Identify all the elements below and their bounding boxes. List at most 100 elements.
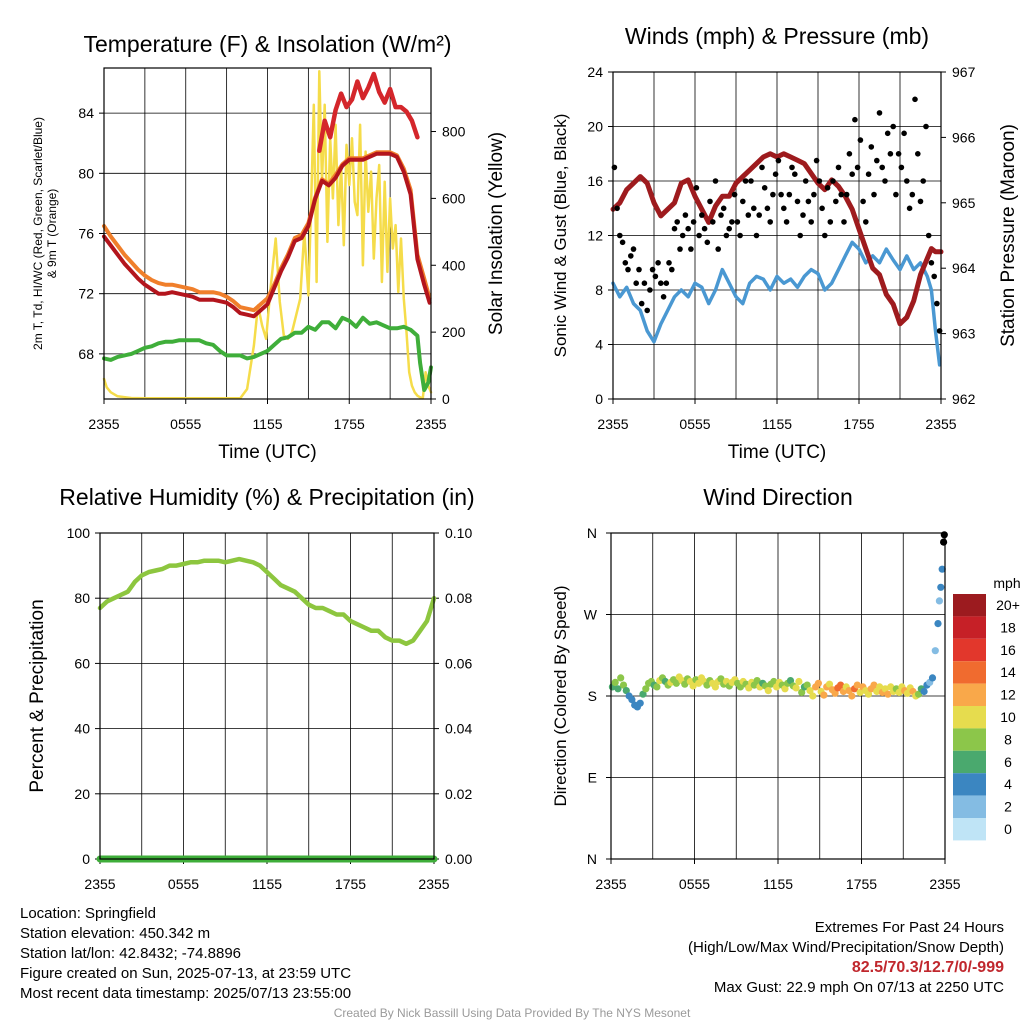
gust-point xyxy=(923,123,929,130)
gust-point xyxy=(718,212,724,218)
gust-point xyxy=(813,157,820,164)
y-tick-label: 60 xyxy=(74,655,90,671)
humidity-ylabel: Percent & Precipitation xyxy=(27,599,48,792)
gust-point xyxy=(617,232,623,239)
direction-point xyxy=(870,681,878,689)
direction-point xyxy=(938,565,946,573)
gust-point xyxy=(811,191,817,198)
extremes-values: 82.5/70.3/12.7/0/-999 xyxy=(851,959,1004,976)
pressure-line xyxy=(610,151,944,327)
x-tick-label: 2355 xyxy=(415,416,446,432)
gust-point xyxy=(636,266,642,273)
x-tick-label: 1155 xyxy=(762,416,792,432)
y-tick-label: 20 xyxy=(74,786,90,802)
gust-point xyxy=(679,232,686,239)
gust-point xyxy=(742,178,749,184)
temperature-line xyxy=(102,151,432,319)
colorbar-label: 14 xyxy=(1000,664,1016,680)
gust-point xyxy=(625,266,631,273)
direction-point xyxy=(920,687,928,696)
direction-point xyxy=(636,699,644,707)
gust-point xyxy=(660,294,667,300)
gust-point xyxy=(622,260,629,266)
direction-point xyxy=(622,687,630,695)
gust-point xyxy=(633,280,639,287)
temperature-chart: Temperature (F) & Insolation (W/m²) 2355 0… xyxy=(31,31,507,463)
y-tick-label: 68 xyxy=(78,346,94,362)
direction-point xyxy=(639,690,647,698)
gust-point xyxy=(783,219,790,225)
gust-point xyxy=(800,212,806,218)
colorbar-swatch xyxy=(953,683,986,706)
humidity-title: Relative Humidity (%) & Precipitation (i… xyxy=(59,484,474,510)
gust-point xyxy=(805,198,812,205)
gust-point xyxy=(619,239,626,246)
colorbar-swatch xyxy=(953,750,986,774)
gust-point xyxy=(674,219,680,225)
direction-point xyxy=(689,682,697,690)
gust-point xyxy=(745,212,752,218)
gust-point xyxy=(723,232,730,239)
gust-point xyxy=(699,212,705,218)
gust-point xyxy=(720,205,727,212)
gust-point xyxy=(781,205,787,212)
temperature-ylabel: 2m T, Td, HI/WC (Red, Green, Scarlet/Blu… xyxy=(31,117,45,350)
y-tick-label-right: 962 xyxy=(952,391,976,407)
gust-point xyxy=(734,219,741,225)
direction-point xyxy=(792,684,800,692)
y-tick-label-right: 964 xyxy=(952,260,976,276)
gust-point xyxy=(729,219,735,225)
y-tick-label-right: 0.00 xyxy=(445,851,472,867)
x-tick-label: 1155 xyxy=(763,876,793,892)
gust-point xyxy=(682,212,689,218)
recent-timestamp: Most recent data timestamp: 2025/07/13 2… xyxy=(20,985,352,1002)
gust-point xyxy=(854,164,861,171)
gust-point xyxy=(630,246,637,252)
y-tick-label: 84 xyxy=(78,105,94,121)
y-tick-label: 80 xyxy=(74,590,90,606)
x-tick-label: 1755 xyxy=(846,876,877,892)
direction-point xyxy=(940,531,948,539)
gust-point xyxy=(824,185,831,191)
gust-point xyxy=(644,307,650,314)
gust-point xyxy=(909,191,916,198)
rh-line xyxy=(97,556,437,647)
direction-point xyxy=(717,675,725,683)
gust-point xyxy=(669,266,675,273)
y-tick-label: 0 xyxy=(82,851,90,867)
direction-point xyxy=(653,683,661,691)
gust-point xyxy=(628,253,634,259)
temperature-title: Temperature (F) & Insolation (W/m²) xyxy=(83,31,451,57)
gust-point xyxy=(753,232,760,239)
dewpoint-line xyxy=(102,315,433,392)
gust-point xyxy=(658,280,664,287)
x-tick-label: 0555 xyxy=(168,876,199,892)
y-tick-label-right: 800 xyxy=(442,124,466,140)
winds-title: Winds (mph) & Pressure (mb) xyxy=(625,23,929,49)
winds-chart: Winds (mph) & Pressure (mb) 2355 0555 1155 1… xyxy=(551,23,1019,463)
gust-point xyxy=(786,191,793,198)
direction-point xyxy=(736,683,745,691)
gust-point xyxy=(712,178,719,184)
gust-point xyxy=(794,198,801,205)
y-tick-label: 100 xyxy=(67,525,91,541)
direction-tick-label: N xyxy=(587,851,597,867)
plot-border xyxy=(610,532,946,860)
gust-point xyxy=(792,171,798,177)
direction-point xyxy=(831,689,839,697)
x-tick-label: 2355 xyxy=(925,416,956,432)
gust-point xyxy=(893,191,899,198)
gust-point xyxy=(860,198,866,205)
direction-point xyxy=(803,681,811,689)
colorbar-swatch xyxy=(953,616,986,639)
gust-point xyxy=(764,205,771,212)
y-tick-label-right: 967 xyxy=(952,64,976,80)
gust-point xyxy=(726,225,732,232)
figure-created: Figure created on Sun, 2025-07-13, at 23… xyxy=(20,965,352,982)
station-info: Location: Springfield Station elevation:… xyxy=(20,904,351,1004)
gust-point xyxy=(849,171,855,177)
colorbar-label: 18 xyxy=(1000,619,1016,635)
winds-xlabel: Time (UTC) xyxy=(728,442,827,463)
direction-point xyxy=(915,690,923,698)
gust-point xyxy=(789,164,795,171)
